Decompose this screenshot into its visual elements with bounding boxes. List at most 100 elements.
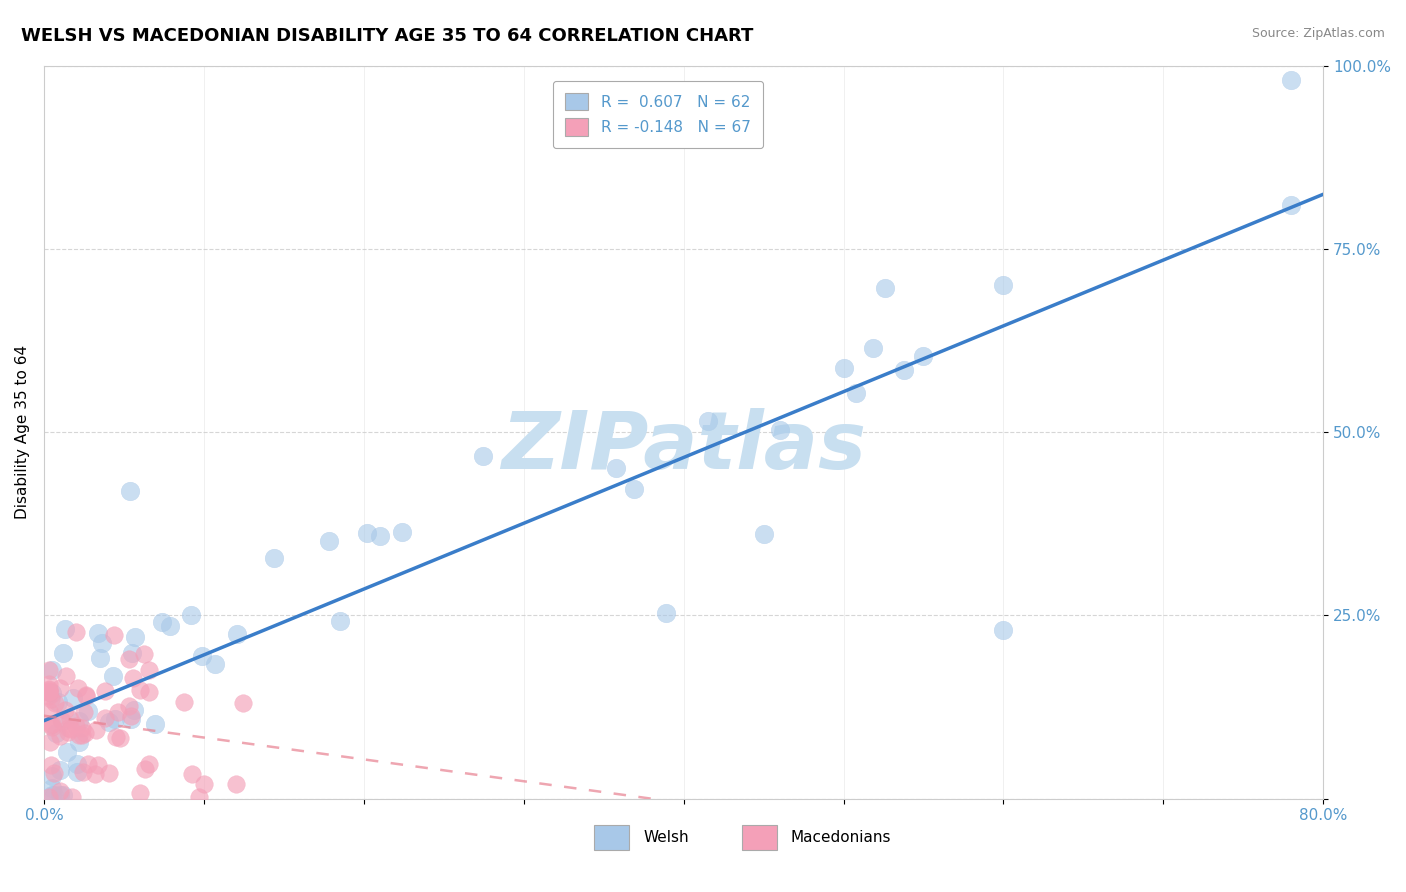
Point [39, 692, 62, 706]
Point [134, 762, 156, 776]
Point [39, 735, 62, 749]
Point [225, 777, 247, 791]
Point [73, 706, 96, 720]
Point [993, 278, 1015, 293]
Point [104, 731, 127, 745]
Point [1279, 198, 1302, 212]
Point [129, 683, 152, 698]
Point [76, 756, 98, 771]
Point [41, 663, 63, 677]
Point [110, 731, 132, 745]
Point [38, 789, 60, 804]
Point [87, 625, 110, 640]
Point [98, 765, 121, 780]
Point [49, 681, 72, 695]
Point [67, 728, 90, 742]
Point [56, 721, 79, 735]
Point [41, 781, 63, 796]
Point [188, 789, 211, 804]
Point [87, 758, 110, 772]
Point [623, 483, 645, 497]
Point [107, 705, 129, 719]
Point [60, 722, 83, 736]
Point [38, 685, 60, 699]
Point [93, 683, 115, 698]
Point [60, 789, 83, 804]
Point [124, 631, 146, 645]
Point [65, 624, 87, 639]
Point [122, 703, 145, 717]
Point [605, 461, 627, 475]
Text: Macedonians: Macedonians [790, 830, 891, 845]
Point [39, 758, 62, 772]
Point [75, 688, 97, 702]
Point [38, 681, 60, 696]
Point [263, 551, 285, 566]
Point [912, 349, 935, 363]
Point [53, 703, 76, 717]
Point [132, 647, 155, 661]
Point [72, 728, 94, 742]
Point [181, 767, 204, 781]
Point [121, 646, 143, 660]
Point [41, 769, 63, 783]
Point [121, 712, 143, 726]
Point [696, 414, 718, 428]
Point [143, 717, 166, 731]
Point [232, 696, 254, 710]
Point [83, 766, 105, 780]
Point [845, 385, 868, 400]
Point [118, 699, 141, 714]
Point [873, 281, 896, 295]
Point [62, 690, 84, 705]
Point [655, 606, 678, 620]
Point [75, 726, 97, 740]
Point [318, 534, 340, 549]
Point [225, 627, 247, 641]
Point [67, 714, 90, 728]
Text: ZIPatlas: ZIPatlas [501, 408, 866, 486]
Point [51, 714, 73, 729]
Point [52, 646, 75, 660]
Point [1279, 73, 1302, 87]
Point [38, 663, 60, 677]
Point [101, 669, 124, 683]
Point [70, 721, 93, 735]
Point [42, 788, 65, 802]
Point [368, 529, 391, 543]
Point [89, 650, 111, 665]
Point [173, 695, 195, 709]
Point [67, 735, 90, 749]
Point [104, 712, 127, 726]
Point [138, 685, 160, 699]
Point [118, 483, 141, 498]
Point [193, 777, 215, 791]
Point [893, 363, 915, 377]
Point [41, 718, 63, 732]
Point [752, 527, 775, 541]
Point [121, 671, 143, 685]
Point [38, 677, 60, 691]
Point [41, 685, 63, 699]
Point [356, 526, 378, 541]
Point [49, 788, 72, 802]
Point [120, 708, 142, 723]
Point [75, 690, 97, 704]
Point [52, 788, 75, 802]
Point [56, 724, 79, 739]
Legend: R =  0.607   N = 62, R = -0.148   N = 67: R = 0.607 N = 62, R = -0.148 N = 67 [554, 80, 762, 148]
Point [180, 608, 202, 623]
Point [41, 788, 63, 802]
Y-axis label: Disability Age 35 to 64: Disability Age 35 to 64 [15, 345, 30, 519]
Point [768, 423, 790, 437]
Text: WELSH VS MACEDONIAN DISABILITY AGE 35 TO 64 CORRELATION CHART: WELSH VS MACEDONIAN DISABILITY AGE 35 TO… [21, 27, 754, 45]
Point [472, 449, 495, 463]
Point [49, 714, 72, 728]
Point [66, 756, 89, 771]
Point [44, 696, 66, 710]
Point [56, 745, 79, 759]
Point [49, 763, 72, 777]
Point [72, 765, 94, 780]
Point [862, 341, 884, 355]
Text: Source: ZipAtlas.com: Source: ZipAtlas.com [1251, 27, 1385, 40]
